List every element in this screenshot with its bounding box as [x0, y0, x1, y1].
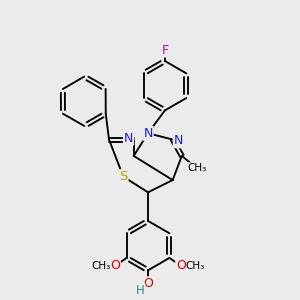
Text: O: O: [110, 259, 120, 272]
Text: CH₃: CH₃: [91, 261, 110, 271]
Text: O: O: [176, 259, 186, 272]
Text: F: F: [161, 44, 169, 57]
Text: O: O: [143, 277, 153, 290]
Text: H: H: [136, 284, 145, 297]
Text: CH₃: CH₃: [186, 261, 205, 271]
Text: S: S: [119, 170, 128, 183]
Text: N: N: [124, 132, 133, 145]
Text: N: N: [143, 127, 153, 140]
Text: N: N: [174, 134, 183, 147]
Text: CH₃: CH₃: [188, 163, 207, 173]
